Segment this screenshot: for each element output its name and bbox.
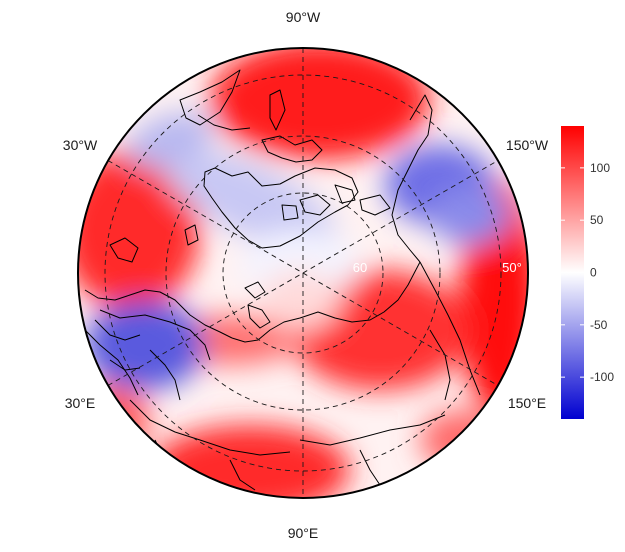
anomaly-field [78,48,528,498]
latitude-circle-60 [222,192,384,354]
greenland-outline [203,167,359,249]
blue-anomaly-greenland [162,148,338,252]
longitude-label-upper-left: 30°W [63,137,98,153]
longitude-label-bottom: 90°E [288,525,319,541]
colorbar-ticks: 100 50 0 -50 -100 [561,161,614,384]
colorbar: 100 50 0 -50 -100 [561,126,614,419]
latitude-circle-50 [165,135,441,411]
longitude-label-upper-right: 150°W [506,137,549,153]
colorbar-tick-label: 100 [590,161,610,175]
colorbar-tick-label: 50 [590,213,604,227]
alaska-coast [391,94,433,263]
latitude-label-inner: 60 [353,260,367,275]
red-anomaly-south [150,425,350,498]
colorbar-gradient [561,126,584,419]
meridian-150 [107,160,499,386]
siberia-coast [231,261,421,343]
latitude-label-outer: 50° [502,260,522,275]
longitude-label-top: 90°W [286,9,321,25]
blue-anomaly-northwest [126,111,214,169]
red-anomaly-west [78,150,200,310]
colorbar-tick-label: -100 [590,370,614,384]
graticule [104,48,502,498]
colorbar-tick-label: 0 [590,266,597,280]
colorbar-tick-label: -50 [590,318,608,332]
longitude-label-lower-left: 30°E [65,395,96,411]
coastlines [84,69,481,491]
longitude-label-lower-right: 150°E [508,395,546,411]
map-border [77,47,529,499]
red-anomaly-top [210,48,430,160]
scandinavia-coast [84,289,233,339]
